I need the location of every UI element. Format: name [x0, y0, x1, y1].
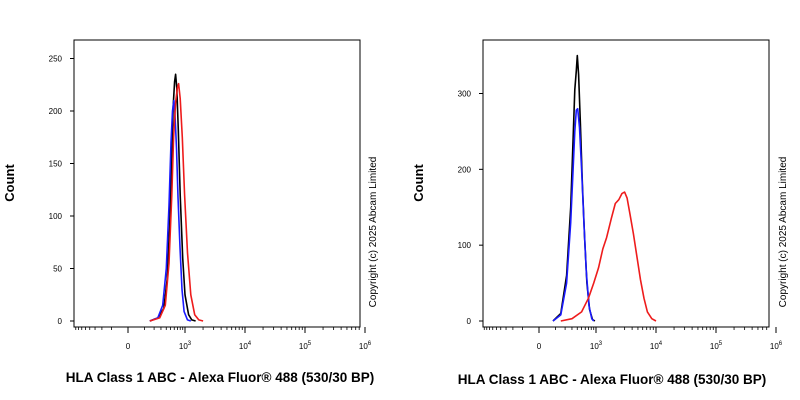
- y-tick-label: 100: [49, 212, 63, 221]
- y-tick-label: 250: [49, 55, 63, 64]
- x-tick-label: 103: [179, 341, 192, 351]
- series-layer: [552, 54, 657, 322]
- x-tick-label: 106: [359, 341, 372, 351]
- x-tick-label: 103: [590, 341, 603, 351]
- x-tick-label: 104: [650, 341, 663, 351]
- histogram-series-line: [560, 191, 657, 322]
- x-tick-label: 105: [299, 341, 312, 351]
- tick-layer: 0 100 200 300 0 103 104 105 106: [458, 90, 783, 352]
- histogram-series-line: [149, 82, 204, 322]
- y-tick-label: 300: [458, 90, 472, 99]
- copyright-note: Copyright (c) 2025 Abcam Limited: [778, 157, 789, 308]
- y-tick-label: 200: [458, 165, 472, 174]
- x-tick-label: 0: [537, 342, 542, 351]
- y-tick-label: 100: [458, 241, 472, 250]
- copyright-note: Copyright (c) 2025 Abcam Limited: [368, 157, 379, 308]
- y-tick-label: 150: [49, 160, 63, 169]
- x-tick-label: 106: [770, 341, 783, 351]
- plot-frame: [482, 39, 770, 328]
- tick-layer: 0 50 100 150 200 250 0 103 104 105 106: [49, 55, 372, 352]
- y-axis-label: Count: [2, 164, 17, 202]
- histogram-panel-left: 0 50 100 150 200 250 0 103 104 105 106 Count HLA C…: [2, 39, 379, 385]
- histogram-panel-right: 0 100 200 300 0 103 104 105 106 Count HLA Class …: [411, 39, 789, 387]
- x-tick-label: 104: [239, 341, 252, 351]
- x-axis-label: HLA Class 1 ABC - Alexa Fluor® 488 (530/…: [66, 370, 375, 385]
- x-tick-label: 0: [126, 342, 131, 351]
- y-tick-label: 0: [58, 317, 63, 326]
- plot-frame: [73, 39, 361, 328]
- y-axis-label: Count: [411, 164, 426, 202]
- histogram-series-line: [552, 107, 595, 322]
- series-layer: [149, 73, 204, 322]
- x-tick-label: 105: [710, 341, 723, 351]
- histogram-series-line: [149, 99, 192, 322]
- y-tick-label: 0: [467, 317, 472, 326]
- histogram-series-line: [552, 54, 596, 322]
- y-tick-label: 50: [53, 265, 62, 274]
- y-tick-label: 200: [49, 107, 63, 116]
- x-axis-label: HLA Class 1 ABC - Alexa Fluor® 488 (530/…: [458, 372, 767, 387]
